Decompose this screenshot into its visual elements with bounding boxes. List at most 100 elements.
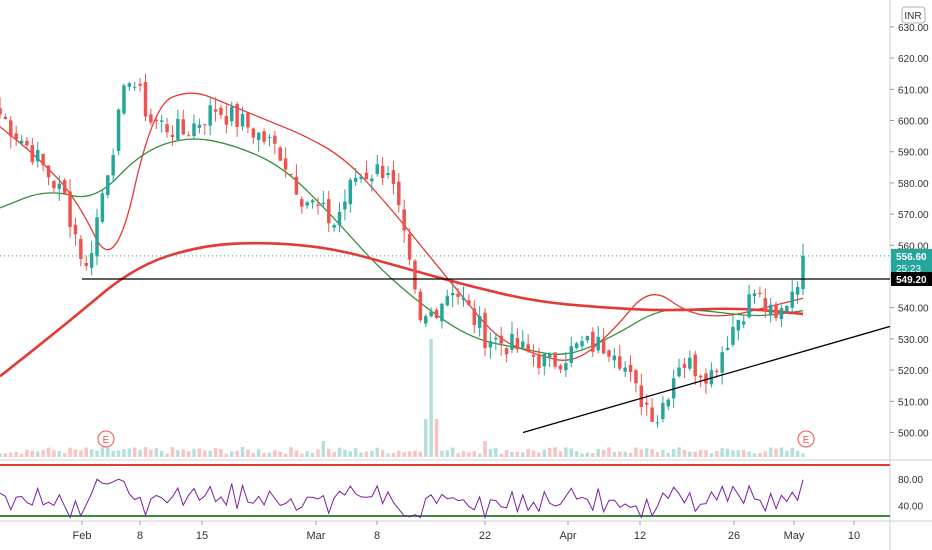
candle[interactable] [488,331,493,359]
candle[interactable] [467,294,471,306]
candle[interactable] [741,315,746,329]
candle[interactable] [186,131,191,137]
candle[interactable] [795,281,800,304]
candle[interactable] [477,306,482,337]
candle[interactable] [321,190,326,208]
candle[interactable] [720,346,724,385]
candle[interactable] [413,258,417,294]
candle[interactable] [208,96,212,136]
candle[interactable] [251,127,256,144]
rising-trendline[interactable] [522,325,891,434]
candle[interactable] [267,133,272,147]
candle[interactable] [353,167,358,187]
candle[interactable] [9,116,13,149]
candle[interactable] [30,137,35,165]
candle[interactable] [262,128,266,145]
candle[interactable] [790,279,794,314]
candle[interactable] [0,97,2,119]
candle[interactable] [143,73,148,122]
candle[interactable] [725,336,730,351]
candle[interactable] [682,357,687,378]
candle[interactable] [316,197,320,215]
candle[interactable] [564,351,568,378]
candle[interactable] [461,286,466,307]
candle[interactable] [154,116,159,130]
candle[interactable] [607,349,611,362]
candle[interactable] [246,111,250,134]
trendlines[interactable] [0,255,891,434]
candle[interactable] [25,136,29,149]
candle[interactable] [763,288,768,318]
candle[interactable] [68,178,72,238]
candle[interactable] [526,334,530,353]
candle[interactable] [343,189,347,221]
candle[interactable] [229,101,234,127]
candle[interactable] [35,141,40,168]
candle[interactable] [375,154,379,177]
candle[interactable] [170,125,175,146]
candle[interactable] [450,282,455,308]
candle[interactable] [774,301,778,321]
candle[interactable] [138,78,142,93]
candle[interactable] [46,165,51,186]
candle[interactable] [531,344,536,367]
candle[interactable] [370,174,374,192]
candle[interactable] [483,308,487,357]
candle[interactable] [510,321,514,354]
candle[interactable] [380,157,385,186]
candle[interactable] [176,109,180,142]
candle[interactable] [537,348,541,375]
candle[interactable] [57,175,62,201]
candle[interactable] [752,289,757,304]
candle[interactable] [289,173,293,178]
candle[interactable] [693,350,697,385]
candle[interactable] [601,328,606,355]
candle[interactable] [779,304,784,327]
candle[interactable] [553,352,557,370]
candle[interactable] [203,124,207,135]
candle[interactable] [159,114,164,133]
candle[interactable] [197,118,202,134]
candle[interactable] [14,125,18,147]
candle[interactable] [73,217,78,246]
candle[interactable] [213,97,218,122]
candle[interactable] [278,145,282,161]
candle[interactable] [386,166,390,179]
candle[interactable] [273,130,277,155]
candle[interactable] [655,415,660,428]
candle[interactable] [768,297,773,323]
candle[interactable] [332,223,336,232]
candle[interactable] [359,173,363,183]
candle[interactable] [736,319,741,341]
candle[interactable] [504,346,509,363]
candle[interactable] [424,314,428,327]
candle[interactable] [127,81,132,92]
candle[interactable] [402,199,406,243]
candle[interactable] [747,284,751,319]
candle[interactable] [294,164,299,195]
earnings-marker[interactable]: E [797,430,815,448]
candle[interactable] [644,394,649,417]
candle[interactable] [515,328,520,353]
candle[interactable] [391,160,396,195]
candle[interactable] [283,147,288,178]
candle[interactable] [445,289,450,307]
candle[interactable] [574,341,579,350]
candle[interactable] [612,348,617,369]
candle[interactable] [704,368,708,394]
candle[interactable] [132,81,137,91]
candle[interactable] [106,174,110,199]
earnings-marker[interactable]: E [97,430,115,448]
candle[interactable] [89,241,94,276]
candle[interactable] [407,228,412,266]
candle[interactable] [434,307,439,319]
candle[interactable] [418,288,423,323]
candle[interactable] [256,132,261,153]
candle[interactable] [569,336,574,368]
candle[interactable] [758,286,762,298]
candle[interactable] [337,202,342,233]
date-axis[interactable]: Feb 8 15 Mar 8 22 Apr 12 26 May 10 [73,521,861,542]
candle[interactable] [688,350,692,371]
